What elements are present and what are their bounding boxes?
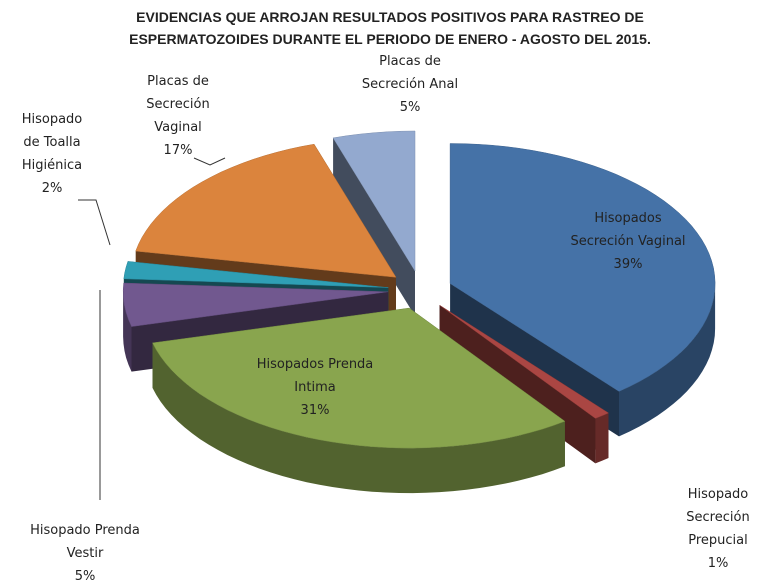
slice bbox=[332, 130, 416, 272]
slice-label: Hisopado Secreción Prepucial bbox=[686, 487, 749, 548]
value-label: 31% bbox=[301, 403, 330, 418]
slice bbox=[439, 304, 610, 419]
pie bbox=[122, 130, 716, 494]
value-label: 1% bbox=[708, 556, 729, 571]
slice-side bbox=[333, 137, 415, 316]
value-label: 2% bbox=[42, 181, 63, 196]
slice-label: Hisopado Prenda Vestir bbox=[30, 523, 140, 561]
slice bbox=[123, 261, 389, 288]
labels: Hisopados Secreción Vaginal 39% Hisopado Sec… bbox=[22, 54, 750, 584]
leader-line bbox=[193, 157, 226, 166]
slice-label: Hisopados Prenda Intima bbox=[257, 357, 374, 395]
chart-title: EVIDENCIAS QUE ARROJAN RESULTADOS POSITI… bbox=[129, 9, 651, 47]
slice bbox=[449, 143, 716, 392]
slice-label: Placas de Secreción Vaginal bbox=[146, 74, 209, 135]
slice bbox=[122, 282, 389, 327]
leader-line bbox=[78, 199, 111, 246]
slice-side bbox=[123, 291, 132, 372]
value-label: 5% bbox=[75, 569, 96, 584]
slice-label: Placas de Secreción Anal bbox=[362, 54, 458, 92]
slice-side bbox=[619, 283, 716, 437]
value-label: 5% bbox=[400, 100, 421, 115]
slice-label: Hisopados Secreción Vaginal bbox=[570, 211, 685, 249]
slice bbox=[152, 307, 566, 449]
slice bbox=[135, 143, 397, 278]
slice-label: Hisopado de Toalla Higiénica bbox=[22, 112, 83, 173]
value-label: 39% bbox=[614, 257, 643, 272]
slice-side bbox=[595, 413, 609, 464]
slice-side bbox=[152, 342, 565, 494]
value-label: 17% bbox=[164, 143, 193, 158]
